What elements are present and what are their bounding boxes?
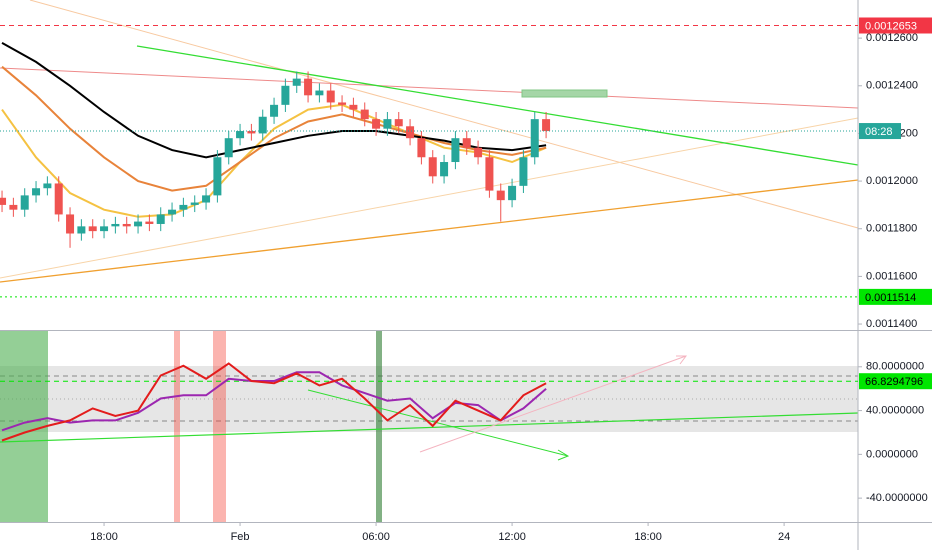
candle-body xyxy=(474,147,483,158)
x-tick-label: 06:00 xyxy=(362,531,390,543)
candle-body xyxy=(394,119,403,127)
candle-body xyxy=(236,131,245,139)
candle-body xyxy=(202,195,211,203)
candle-body xyxy=(349,104,358,110)
signal-band xyxy=(213,331,226,522)
candle-body xyxy=(372,119,381,129)
candle-body xyxy=(54,183,63,215)
candle-body xyxy=(304,78,313,96)
candle-body xyxy=(9,204,18,210)
candle-body xyxy=(88,226,97,232)
trend-line xyxy=(0,179,859,283)
candle-body xyxy=(542,119,551,132)
y-tick-label: 0.0000000 xyxy=(866,448,918,460)
candle-body xyxy=(360,109,369,120)
trend-line xyxy=(0,117,859,279)
candle-body xyxy=(519,157,528,186)
y-tick-label: 80.0000000 xyxy=(866,361,924,373)
y-tick-label: -40.0000000 xyxy=(866,492,928,504)
candle-body xyxy=(100,226,109,232)
candle-body xyxy=(66,214,75,234)
trend-line xyxy=(0,412,859,443)
price-label-box xyxy=(859,288,932,305)
candle-body xyxy=(281,85,290,105)
x-tick-label: 12:00 xyxy=(498,531,526,543)
candle-body xyxy=(77,226,86,234)
candle-body xyxy=(383,119,392,129)
candle-body xyxy=(156,214,165,224)
x-tick-label: 18:00 xyxy=(634,531,662,543)
y-tick-label: 0.0012400 xyxy=(866,80,918,92)
candle-body xyxy=(224,138,233,158)
candle-body xyxy=(508,185,517,201)
candle-body xyxy=(496,190,505,201)
candle-body xyxy=(145,221,154,224)
y-tick-label: 0.0012600 xyxy=(866,32,918,44)
y-tick-label: 0.0011800 xyxy=(866,223,917,235)
arrow xyxy=(419,355,687,453)
candle-body xyxy=(43,183,52,189)
candle-body xyxy=(270,104,279,117)
signal-band xyxy=(174,331,180,522)
trend-line xyxy=(136,45,859,166)
candle-body xyxy=(417,138,426,158)
candle-body xyxy=(20,195,29,210)
y-tick-label: 0.0012000 xyxy=(866,175,918,187)
candle-body xyxy=(258,116,267,134)
price-label: 0.0012653 xyxy=(865,20,917,32)
zone-box xyxy=(521,89,608,98)
x-tick-label: 18:00 xyxy=(90,531,118,543)
level-label: 66.8294796 xyxy=(865,376,923,388)
countdown-box xyxy=(859,123,901,140)
price-label: 0.0011514 xyxy=(865,292,916,304)
price-label-box xyxy=(859,17,932,34)
candle-body xyxy=(326,90,335,103)
y-tick-label: 0.0011400 xyxy=(866,318,917,330)
candle-body xyxy=(168,209,177,215)
x-tick-label: 24 xyxy=(778,531,790,543)
candle-body xyxy=(451,138,460,163)
candle-body xyxy=(428,157,437,177)
oscillator-line xyxy=(1,371,547,432)
candle-body xyxy=(213,157,222,196)
candle-body xyxy=(406,126,415,139)
signal-band xyxy=(0,331,48,522)
x-tick-label: Feb xyxy=(231,531,250,543)
candle-body xyxy=(315,90,324,96)
y-tick-label: 0.0011600 xyxy=(866,270,917,282)
candle-body xyxy=(462,138,471,148)
candle-body xyxy=(122,223,131,227)
candle-body xyxy=(190,202,199,205)
candle-body xyxy=(338,102,347,105)
countdown: 08:28 xyxy=(865,126,893,138)
signal-band xyxy=(376,331,382,522)
trend-line xyxy=(29,0,859,229)
candle-body xyxy=(485,157,494,191)
candle-body xyxy=(0,197,7,205)
trend-line xyxy=(0,67,859,109)
arrow xyxy=(307,389,570,461)
candle-body xyxy=(440,162,449,177)
candle-body xyxy=(292,78,301,86)
candle-body xyxy=(247,131,256,134)
candle-body xyxy=(179,204,188,210)
candle-body xyxy=(134,221,143,227)
candle-body xyxy=(530,119,539,158)
candle-body xyxy=(111,223,120,227)
oscillator-line xyxy=(1,362,547,442)
level-label-box xyxy=(859,373,932,390)
candle-body xyxy=(32,188,41,196)
y-tick-label: 40.0000000 xyxy=(866,404,924,416)
